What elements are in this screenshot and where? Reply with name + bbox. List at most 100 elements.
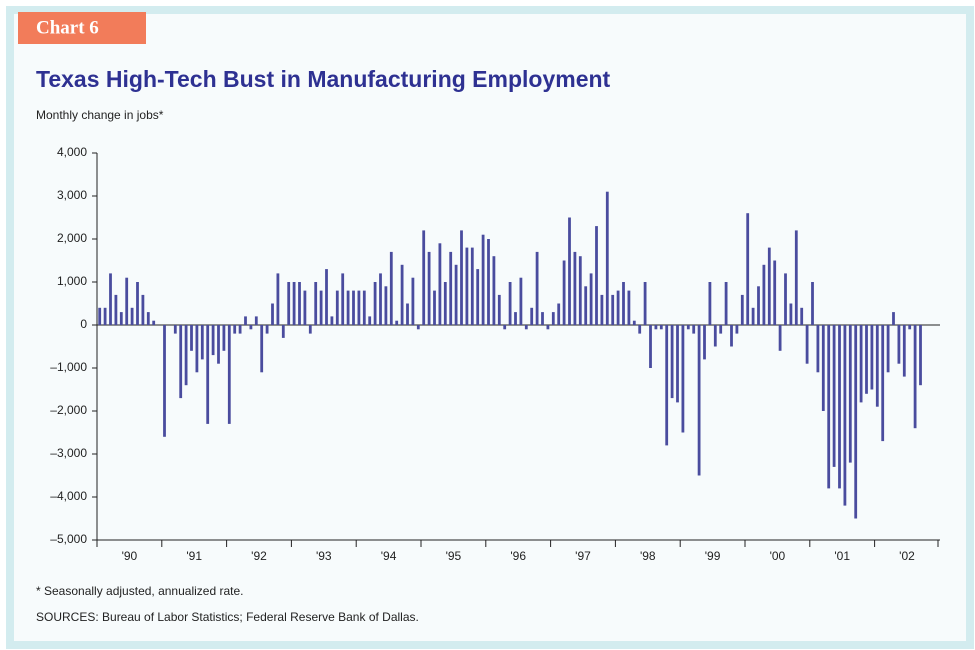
bar (735, 325, 739, 334)
bar (573, 251, 577, 325)
y-tick-label: –2,000 (50, 403, 87, 417)
bar (778, 325, 782, 351)
bar (767, 247, 771, 325)
bar (233, 325, 237, 334)
bar (114, 294, 118, 325)
bar (281, 325, 285, 338)
x-tick-label: '95 (446, 549, 462, 563)
bar (314, 282, 318, 325)
bar (670, 325, 674, 399)
bar (335, 290, 339, 325)
bar (848, 325, 852, 463)
bar (438, 243, 442, 325)
bar (676, 325, 679, 403)
bar (308, 325, 312, 334)
bar (638, 325, 642, 334)
chart-title: Texas High-Tech Bust in Manufacturing Em… (36, 66, 611, 92)
bar (379, 273, 382, 325)
bar (805, 325, 809, 364)
bar (832, 325, 836, 467)
bar (897, 325, 901, 364)
bar (265, 325, 269, 334)
bar (919, 325, 922, 386)
bar (330, 316, 334, 325)
bar (816, 325, 820, 373)
bar (287, 282, 291, 325)
bar (746, 213, 750, 325)
bar (541, 312, 544, 325)
bar (514, 312, 517, 325)
bar (789, 303, 793, 325)
bar (913, 325, 917, 429)
y-tick-label: 0 (80, 317, 87, 331)
bar (352, 290, 355, 325)
y-tick-label: 3,000 (57, 188, 87, 202)
bar (551, 312, 555, 325)
bar (681, 325, 685, 433)
bar (616, 290, 620, 325)
subtitle: Monthly change in jobs* (36, 108, 164, 122)
bar (654, 325, 658, 330)
bar (703, 325, 706, 360)
bar (821, 325, 825, 411)
bar (605, 191, 609, 325)
bar (865, 325, 868, 394)
bar (708, 282, 712, 325)
bar (373, 282, 377, 325)
bar (346, 290, 350, 325)
frame (6, 6, 974, 649)
bar (692, 325, 696, 334)
bar (411, 277, 415, 325)
bar (362, 290, 366, 325)
x-tick-label: '97 (575, 549, 591, 563)
bar (524, 325, 528, 330)
y-tick-label: 4,000 (57, 145, 87, 159)
bar (271, 303, 274, 325)
bar (244, 316, 247, 325)
bar (497, 294, 501, 325)
bar (659, 325, 663, 330)
bar (98, 307, 102, 325)
bar (724, 282, 728, 325)
bar (627, 290, 631, 325)
bar (109, 273, 112, 325)
bar (341, 273, 345, 325)
bar (492, 256, 496, 325)
tab (18, 12, 146, 44)
bar (902, 325, 906, 377)
bar (325, 269, 328, 325)
bar (389, 251, 393, 325)
bar (292, 282, 296, 325)
bar (870, 325, 874, 390)
bar (562, 260, 566, 325)
bar (222, 325, 226, 351)
bar (643, 282, 647, 325)
bar (319, 290, 323, 325)
bar (762, 264, 766, 325)
bar (487, 239, 490, 325)
bar (854, 325, 858, 519)
bar (211, 325, 215, 356)
bar (719, 325, 723, 334)
bar (200, 325, 204, 360)
bar (400, 264, 404, 325)
bar (773, 260, 777, 325)
x-tick-label: '99 (705, 549, 721, 563)
bar (454, 264, 458, 325)
tab-label: Chart 6 (36, 17, 99, 38)
bar (697, 325, 701, 476)
bar (875, 325, 879, 407)
bar (784, 273, 787, 325)
bar (125, 277, 129, 325)
bar (686, 325, 690, 330)
bar (141, 294, 145, 325)
bar (665, 325, 669, 446)
bar (800, 307, 804, 325)
bar (130, 307, 134, 325)
bar (119, 312, 123, 325)
bar (465, 247, 469, 325)
bar (460, 230, 463, 325)
bar (481, 234, 485, 325)
